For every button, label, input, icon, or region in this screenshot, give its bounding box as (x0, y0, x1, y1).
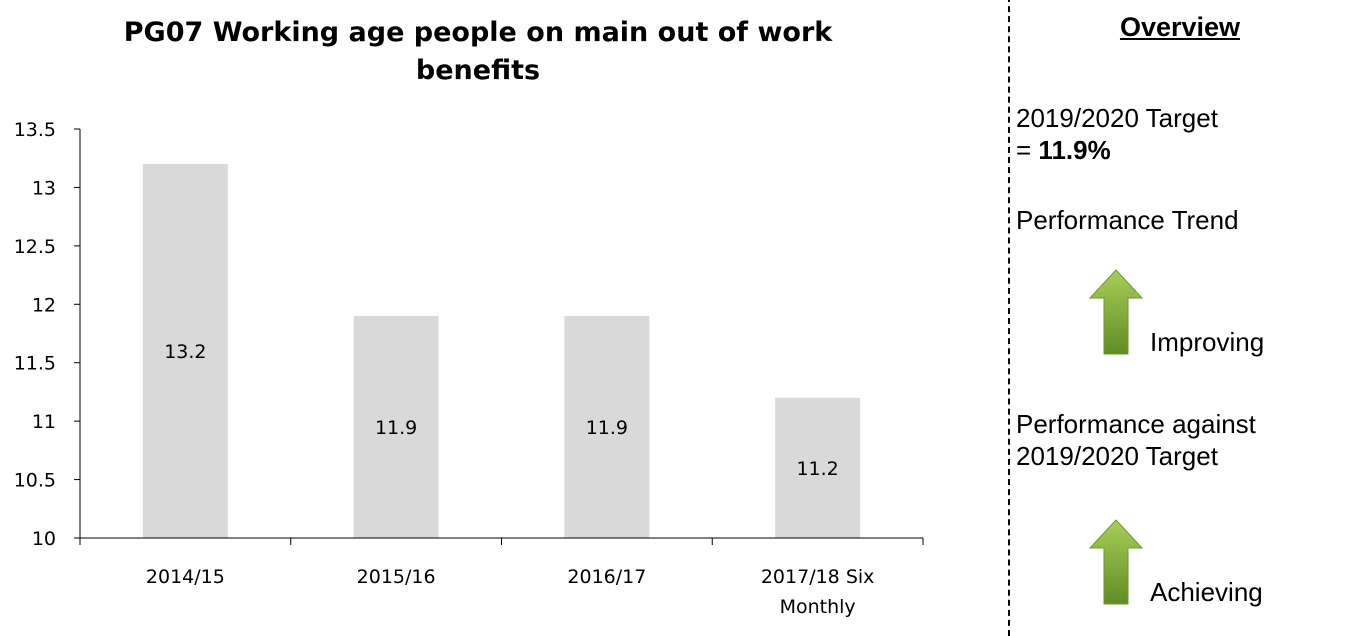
x-tick-label: Monthly (780, 596, 856, 618)
target-value: 11.9% (1038, 135, 1111, 165)
y-tick-label: 11.5 (14, 353, 56, 375)
chart-title-line: PG07 Working age people on main out of w… (124, 17, 833, 48)
y-tick-label: 12.5 (14, 236, 56, 258)
bar (142, 164, 228, 539)
against-label-line1: Performance against (1016, 409, 1256, 439)
bar-chart: PG07 Working age people on main out of w… (14, 17, 924, 618)
x-tick-label: 2017/18 Six (761, 566, 875, 588)
chart-title: PG07 Working age people on main out of w… (124, 17, 833, 86)
data-label: 11.9 (586, 417, 628, 439)
data-label: 11.2 (796, 458, 838, 480)
bar (775, 397, 861, 538)
data-label: 13.2 (164, 341, 206, 363)
trend-status: Improving (1150, 327, 1265, 357)
x-tick-label: 2016/17 (567, 566, 646, 588)
against-label-line2: 2019/2020 Target (1016, 441, 1218, 471)
overview-heading: Overview (1119, 12, 1241, 42)
x-axis: 2014/15 2015/16 2016/17 2017/18 Six Monthly (79, 537, 924, 618)
against-indicator: Achieving (1088, 518, 1348, 608)
trend-indicator: Improving (1088, 268, 1348, 358)
bar (564, 315, 650, 538)
y-tick-label: 10.5 (14, 470, 56, 492)
y-tick-label: 12 (32, 294, 56, 316)
y-tick-label: 13.5 (14, 119, 56, 141)
y-tick-label: 13 (32, 177, 56, 199)
target-label: 2019/2020 Target (1016, 103, 1218, 133)
x-tick-label: 2014/15 (146, 566, 225, 588)
chart-title-line: benefits (416, 55, 540, 86)
green-up-arrow-icon (1088, 519, 1144, 605)
y-tick-label: 10 (32, 528, 56, 550)
against-block: Performance against 2019/2020 Target (1016, 408, 1256, 472)
against-status: Achieving (1150, 577, 1263, 607)
trend-label: Performance Trend (1016, 205, 1239, 235)
target-prefix: = (1016, 135, 1039, 165)
bar (353, 315, 439, 538)
overview-panel: Overview 2019/2020 Target = 11.9% Perfor… (1008, 0, 1356, 636)
target-block: 2019/2020 Target = 11.9% (1016, 102, 1218, 166)
x-tick-label: 2015/16 (357, 566, 436, 588)
y-axis: 10 10.5 11 11.5 12 12.5 13 13.5 (14, 119, 81, 550)
green-up-arrow-icon (1088, 269, 1144, 355)
y-tick-label: 11 (32, 411, 56, 433)
data-label: 11.9 (375, 417, 417, 439)
bars: 13.2 11.9 11.9 11.2 (142, 164, 861, 539)
